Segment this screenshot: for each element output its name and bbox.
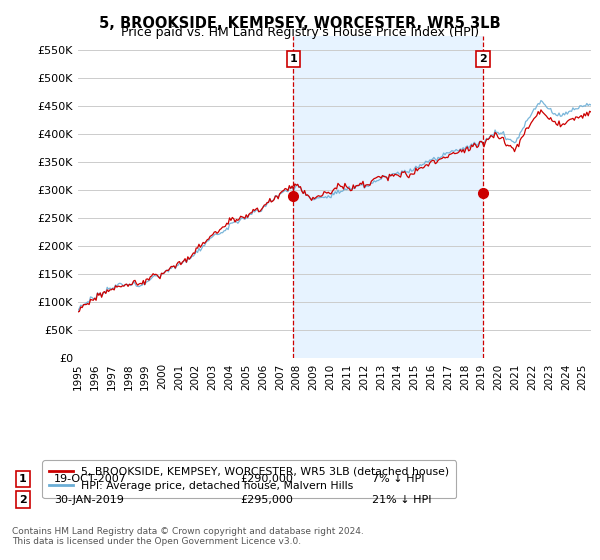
Text: 21% ↓ HPI: 21% ↓ HPI (372, 494, 431, 505)
Text: 30-JAN-2019: 30-JAN-2019 (54, 494, 124, 505)
Text: 7% ↓ HPI: 7% ↓ HPI (372, 474, 425, 484)
Text: 1: 1 (289, 54, 297, 64)
Text: Price paid vs. HM Land Registry's House Price Index (HPI): Price paid vs. HM Land Registry's House … (121, 26, 479, 39)
Text: 1: 1 (19, 474, 26, 484)
Text: 2: 2 (479, 54, 487, 64)
Text: 2: 2 (19, 494, 26, 505)
Bar (293, 36, 483, 358)
Text: 19-OCT-2007: 19-OCT-2007 (54, 474, 127, 484)
Text: £290,000: £290,000 (240, 474, 293, 484)
Text: 5, BROOKSIDE, KEMPSEY, WORCESTER, WR5 3LB: 5, BROOKSIDE, KEMPSEY, WORCESTER, WR5 3L… (99, 16, 501, 31)
Text: Contains HM Land Registry data © Crown copyright and database right 2024.
This d: Contains HM Land Registry data © Crown c… (12, 526, 364, 546)
Legend: 5, BROOKSIDE, KEMPSEY, WORCESTER, WR5 3LB (detached house), HPI: Average price, : 5, BROOKSIDE, KEMPSEY, WORCESTER, WR5 3L… (43, 460, 456, 498)
Text: £295,000: £295,000 (240, 494, 293, 505)
